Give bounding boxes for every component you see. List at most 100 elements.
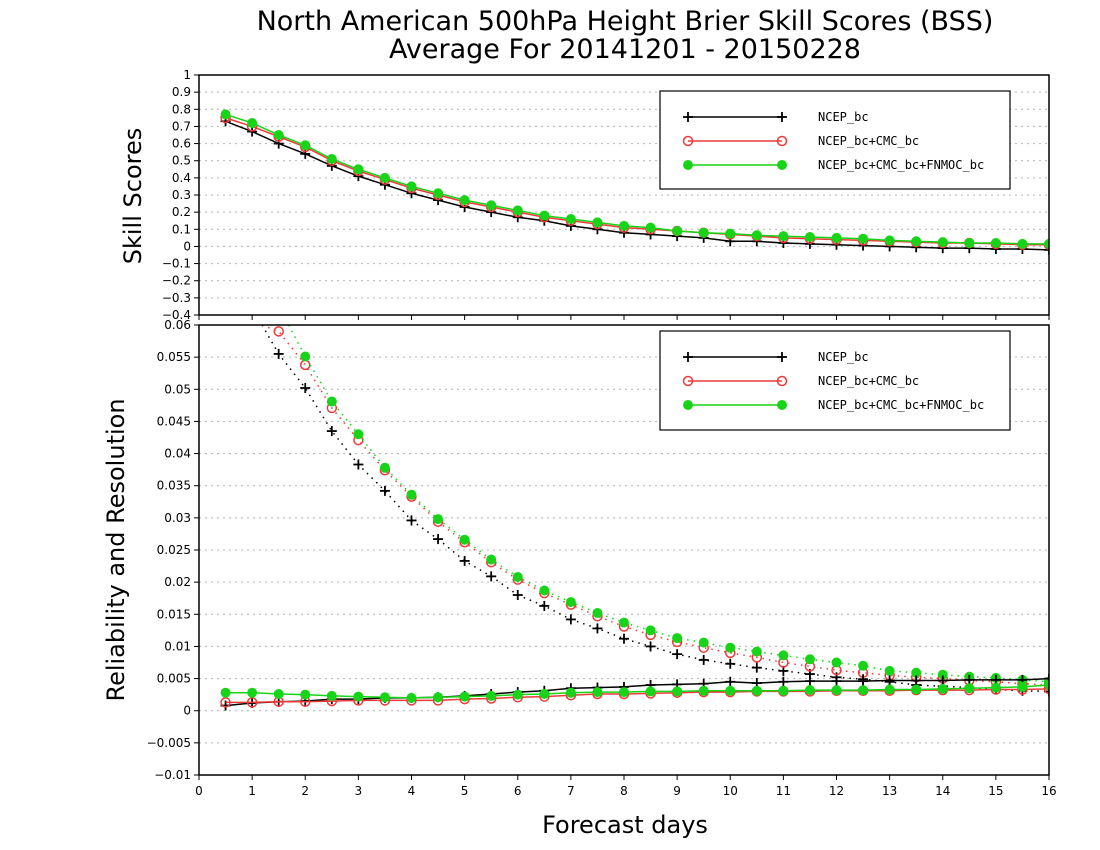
y-tick-label: 0.05 — [164, 382, 191, 396]
data-point — [964, 238, 975, 248]
data-point — [858, 233, 869, 244]
data-point — [884, 684, 895, 695]
data-point — [565, 614, 576, 625]
y-tick-label: 0.2 — [172, 205, 191, 219]
legend-marker — [683, 352, 693, 362]
data-point — [247, 687, 258, 698]
y-tick-label: 0.06 — [164, 318, 191, 332]
data-point — [539, 585, 550, 596]
x-tick-label: 13 — [882, 784, 897, 798]
data-point — [326, 690, 337, 701]
legend-box — [659, 90, 1011, 190]
data-point — [911, 684, 922, 695]
legend-label: NCEP_bc+CMC_bc — [818, 134, 919, 148]
legend: NCEP_bc NCEP_bc+CMC_bc NCEP_bc+CMC_bc+FNMO… — [659, 90, 1011, 190]
data-point — [486, 571, 497, 582]
plot-frame — [198, 324, 1050, 776]
x-tick-label: 3 — [355, 784, 363, 798]
data-point — [778, 676, 789, 687]
y-tick-label: 0.03 — [164, 511, 191, 525]
data-point — [698, 685, 709, 696]
legend-label: NCEP_bc+CMC_bc+FNMOC_bc — [818, 158, 984, 172]
data-point — [300, 148, 311, 159]
data-point — [406, 515, 417, 526]
legend-label: NCEP_bc — [818, 110, 869, 124]
data-point — [379, 172, 390, 183]
data-point — [751, 230, 762, 241]
data-point — [512, 572, 523, 582]
data-point — [273, 130, 284, 140]
data-point — [406, 489, 417, 500]
data-point — [273, 326, 284, 337]
data-point — [698, 637, 709, 648]
data-point — [300, 359, 311, 371]
data-point — [672, 633, 683, 644]
legend-marker — [682, 135, 694, 147]
y-tick-label: 0.055 — [157, 350, 191, 364]
data-point — [778, 685, 789, 696]
legend-entry-ncep-bc: NCEP_bc — [683, 350, 869, 364]
data-point — [592, 608, 603, 618]
data-point — [804, 654, 815, 665]
x-tick-label: 0 — [195, 784, 203, 798]
x-tick-label: 6 — [514, 784, 522, 798]
data-point — [751, 685, 762, 696]
legend-entry-ncep-bc-cmc-bc-fnmoc-bc: NCEP_bc+CMC_bc+FNMOC_bc — [683, 398, 984, 412]
y-tick-label: 0 — [183, 239, 191, 253]
data-point — [539, 600, 550, 611]
data-point — [858, 676, 869, 687]
reliability-resolution-panel: 0.060.0550.050.0450.040.0350.030.0250.02… — [147, 318, 1057, 798]
x-tick-label: 12 — [829, 784, 844, 798]
data-point — [725, 642, 736, 653]
data-point — [433, 514, 444, 525]
y-tick-label: 0.8 — [172, 102, 191, 116]
data-point — [433, 188, 444, 199]
legend-marker — [683, 160, 693, 170]
series-ncep-bc-cmc-bc-fnmoc-bc-reliability-line — [225, 684, 1049, 699]
y-tick-label: 0.3 — [172, 188, 191, 202]
data-point — [751, 646, 762, 657]
data-point — [459, 534, 470, 545]
data-point — [804, 676, 815, 687]
x-axis-title: Forecast days — [542, 811, 708, 839]
data-point — [964, 674, 975, 685]
legend-label: NCEP_bc+CMC_bc+FNMOC_bc — [818, 398, 984, 412]
data-point — [220, 697, 231, 708]
data-point — [273, 138, 284, 149]
data-point — [406, 181, 417, 192]
x-tick-label: 7 — [567, 784, 575, 798]
data-point — [937, 237, 948, 248]
y-tick-label: −0.1 — [162, 257, 191, 271]
legend-marker — [683, 400, 693, 410]
data-point — [884, 675, 895, 686]
data-point — [619, 633, 629, 644]
skill-scores-panel: 1 0.9 0.8 0.7 0.6 0.5 0.4 0.3 0.2 0.1 0 −0.1 −0.2 −0.… — [162, 68, 1050, 322]
legend-label: NCEP_bc+CMC_bc — [818, 374, 919, 388]
data-point — [858, 660, 869, 671]
data-point — [246, 697, 258, 708]
data-point — [645, 686, 656, 697]
data-point — [247, 118, 258, 128]
data-point — [353, 164, 364, 175]
legend-marker — [777, 400, 787, 410]
legend-marker — [682, 375, 694, 387]
legend-entry-ncep-bc-cmc-bc-fnmoc-bc: NCEP_bc+CMC_bc+FNMOC_bc — [683, 158, 984, 172]
data-point — [459, 691, 470, 702]
data-point — [884, 235, 895, 246]
legend-marker — [777, 112, 787, 122]
y-tick-label: 0.01 — [164, 639, 191, 653]
y-tick-label: 0.6 — [172, 137, 191, 151]
data-point — [645, 625, 656, 636]
data-point — [512, 205, 523, 216]
y-tick-label: 1 — [183, 68, 191, 82]
data-point — [300, 383, 311, 393]
data-point — [433, 692, 444, 703]
y-tick-label: 0.1 — [172, 222, 191, 236]
legend-entry-ncep-bc-cmc-bc: NCEP_bc+CMC_bc — [682, 374, 919, 388]
data-point — [459, 195, 470, 206]
data-point — [300, 140, 311, 151]
data-point — [512, 590, 523, 600]
data-point — [565, 597, 576, 608]
data-point — [486, 554, 497, 565]
